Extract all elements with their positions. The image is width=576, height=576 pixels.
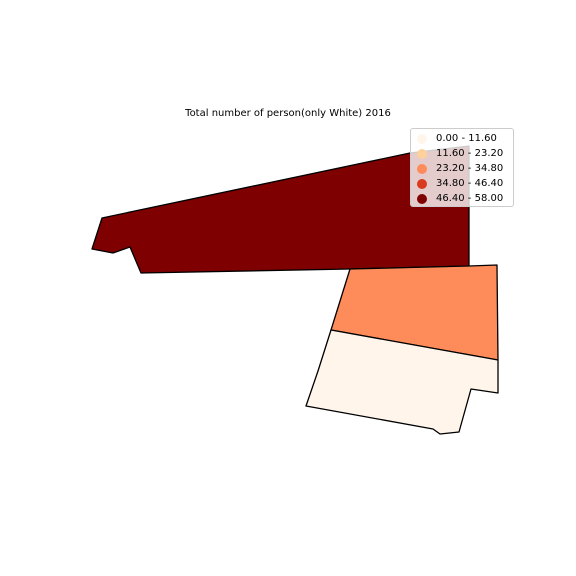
legend-item: 46.40 - 58.00 bbox=[415, 191, 509, 206]
legend-label: 46.40 - 58.00 bbox=[436, 193, 504, 204]
legend-swatch-icon bbox=[417, 193, 427, 204]
legend-swatch-icon bbox=[417, 178, 427, 189]
legend-swatch-icon bbox=[417, 163, 427, 174]
legend-label: 0.00 - 11.60 bbox=[436, 133, 497, 144]
legend-swatch-icon bbox=[417, 133, 427, 144]
legend-item: 11.60 - 23.20 bbox=[415, 146, 509, 161]
legend: 0.00 - 11.60 11.60 - 23.20 23.20 - 34.80… bbox=[410, 128, 514, 207]
legend-label: 34.80 - 46.40 bbox=[436, 178, 504, 189]
map-title: Total number of person(only White) 2016 bbox=[185, 108, 391, 119]
legend-item: 34.80 - 46.40 bbox=[415, 176, 509, 191]
region-middle[interactable] bbox=[330, 264, 499, 361]
legend-label: 11.60 - 23.20 bbox=[436, 148, 504, 159]
legend-item: 23.20 - 34.80 bbox=[415, 161, 509, 176]
legend-label: 23.20 - 34.80 bbox=[436, 163, 504, 174]
region-south[interactable] bbox=[305, 329, 499, 435]
legend-item: 0.00 - 11.60 bbox=[415, 131, 509, 146]
legend-swatch-icon bbox=[417, 148, 427, 159]
